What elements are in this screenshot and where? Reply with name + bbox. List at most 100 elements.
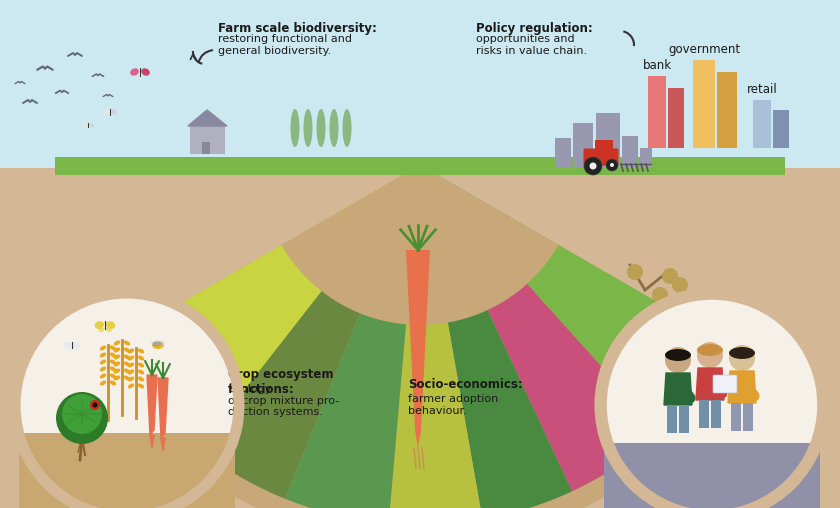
Ellipse shape [697, 344, 723, 356]
Bar [595, 140, 613, 152]
Bar [731, 403, 741, 431]
Bar [55, 157, 785, 175]
Ellipse shape [73, 342, 80, 348]
Bar [190, 126, 225, 154]
Ellipse shape [153, 342, 161, 345]
Circle shape [672, 277, 688, 293]
Polygon shape [420, 165, 572, 508]
Ellipse shape [128, 384, 134, 389]
Text: Crop ecosystem
functions:: Crop ecosystem functions: [228, 368, 333, 396]
Ellipse shape [110, 367, 116, 371]
Circle shape [610, 163, 614, 167]
Bar [648, 76, 666, 148]
Polygon shape [198, 165, 420, 499]
Text: farmer adoption
behaviour.: farmer adoption behaviour. [408, 394, 498, 416]
Circle shape [606, 159, 618, 171]
Ellipse shape [138, 356, 144, 361]
Bar [699, 400, 709, 428]
Ellipse shape [128, 369, 134, 374]
Polygon shape [108, 165, 420, 449]
Circle shape [652, 287, 668, 303]
Ellipse shape [141, 68, 150, 76]
Ellipse shape [106, 327, 112, 332]
Ellipse shape [123, 355, 130, 360]
Circle shape [90, 400, 100, 410]
Ellipse shape [151, 340, 165, 346]
Ellipse shape [130, 68, 139, 76]
Ellipse shape [138, 384, 144, 389]
Ellipse shape [100, 367, 106, 371]
Ellipse shape [111, 109, 117, 115]
Ellipse shape [110, 353, 116, 358]
Text: Socio-economics:: Socio-economics: [408, 378, 522, 391]
Text: government: government [668, 43, 740, 56]
Polygon shape [161, 438, 165, 451]
Bar [773, 110, 789, 148]
Circle shape [672, 277, 688, 293]
Bar [19, 433, 235, 508]
Ellipse shape [123, 362, 130, 366]
Text: retail: retail [747, 83, 777, 96]
Circle shape [92, 402, 97, 407]
Ellipse shape [113, 340, 120, 345]
Ellipse shape [100, 360, 106, 364]
Ellipse shape [113, 368, 120, 373]
Ellipse shape [89, 123, 94, 127]
Ellipse shape [128, 348, 134, 354]
Polygon shape [696, 368, 724, 400]
Circle shape [627, 264, 643, 280]
Ellipse shape [95, 321, 104, 329]
Ellipse shape [329, 109, 339, 147]
Ellipse shape [128, 356, 134, 361]
Ellipse shape [113, 362, 120, 366]
Ellipse shape [123, 368, 130, 373]
Ellipse shape [138, 348, 144, 354]
Ellipse shape [100, 373, 106, 378]
Ellipse shape [110, 373, 116, 378]
Ellipse shape [110, 360, 116, 364]
Bar [717, 72, 737, 148]
Ellipse shape [303, 109, 312, 147]
Polygon shape [285, 165, 420, 508]
Circle shape [729, 345, 755, 371]
Bar [596, 113, 620, 168]
Polygon shape [158, 378, 168, 438]
FancyBboxPatch shape [713, 375, 737, 393]
Ellipse shape [123, 375, 130, 380]
Circle shape [590, 163, 596, 170]
Ellipse shape [317, 109, 326, 147]
Bar [640, 148, 652, 168]
Polygon shape [150, 435, 154, 448]
FancyBboxPatch shape [584, 148, 618, 166]
Ellipse shape [64, 342, 71, 348]
Bar [0, 0, 840, 5]
Ellipse shape [138, 363, 144, 367]
Polygon shape [664, 373, 692, 405]
Polygon shape [389, 165, 482, 508]
Circle shape [627, 264, 643, 280]
Text: bank: bank [643, 59, 671, 72]
Ellipse shape [100, 353, 106, 358]
Ellipse shape [665, 349, 691, 361]
Ellipse shape [100, 345, 106, 351]
Polygon shape [728, 371, 756, 403]
Circle shape [62, 394, 102, 434]
Text: Policy regulation:: Policy regulation: [476, 22, 593, 35]
Polygon shape [420, 165, 661, 491]
Ellipse shape [82, 123, 87, 127]
Circle shape [604, 297, 820, 508]
Polygon shape [281, 165, 559, 325]
Ellipse shape [152, 341, 164, 349]
Ellipse shape [113, 375, 120, 380]
Ellipse shape [128, 363, 134, 367]
Bar [667, 405, 677, 433]
Text: Farm scale biodiversity:: Farm scale biodiversity: [218, 22, 377, 35]
Bar [743, 403, 753, 431]
Ellipse shape [291, 109, 300, 147]
Circle shape [652, 287, 668, 303]
Ellipse shape [67, 347, 71, 351]
Circle shape [665, 347, 691, 373]
Ellipse shape [73, 347, 77, 351]
Ellipse shape [100, 380, 106, 386]
Bar [753, 100, 771, 148]
